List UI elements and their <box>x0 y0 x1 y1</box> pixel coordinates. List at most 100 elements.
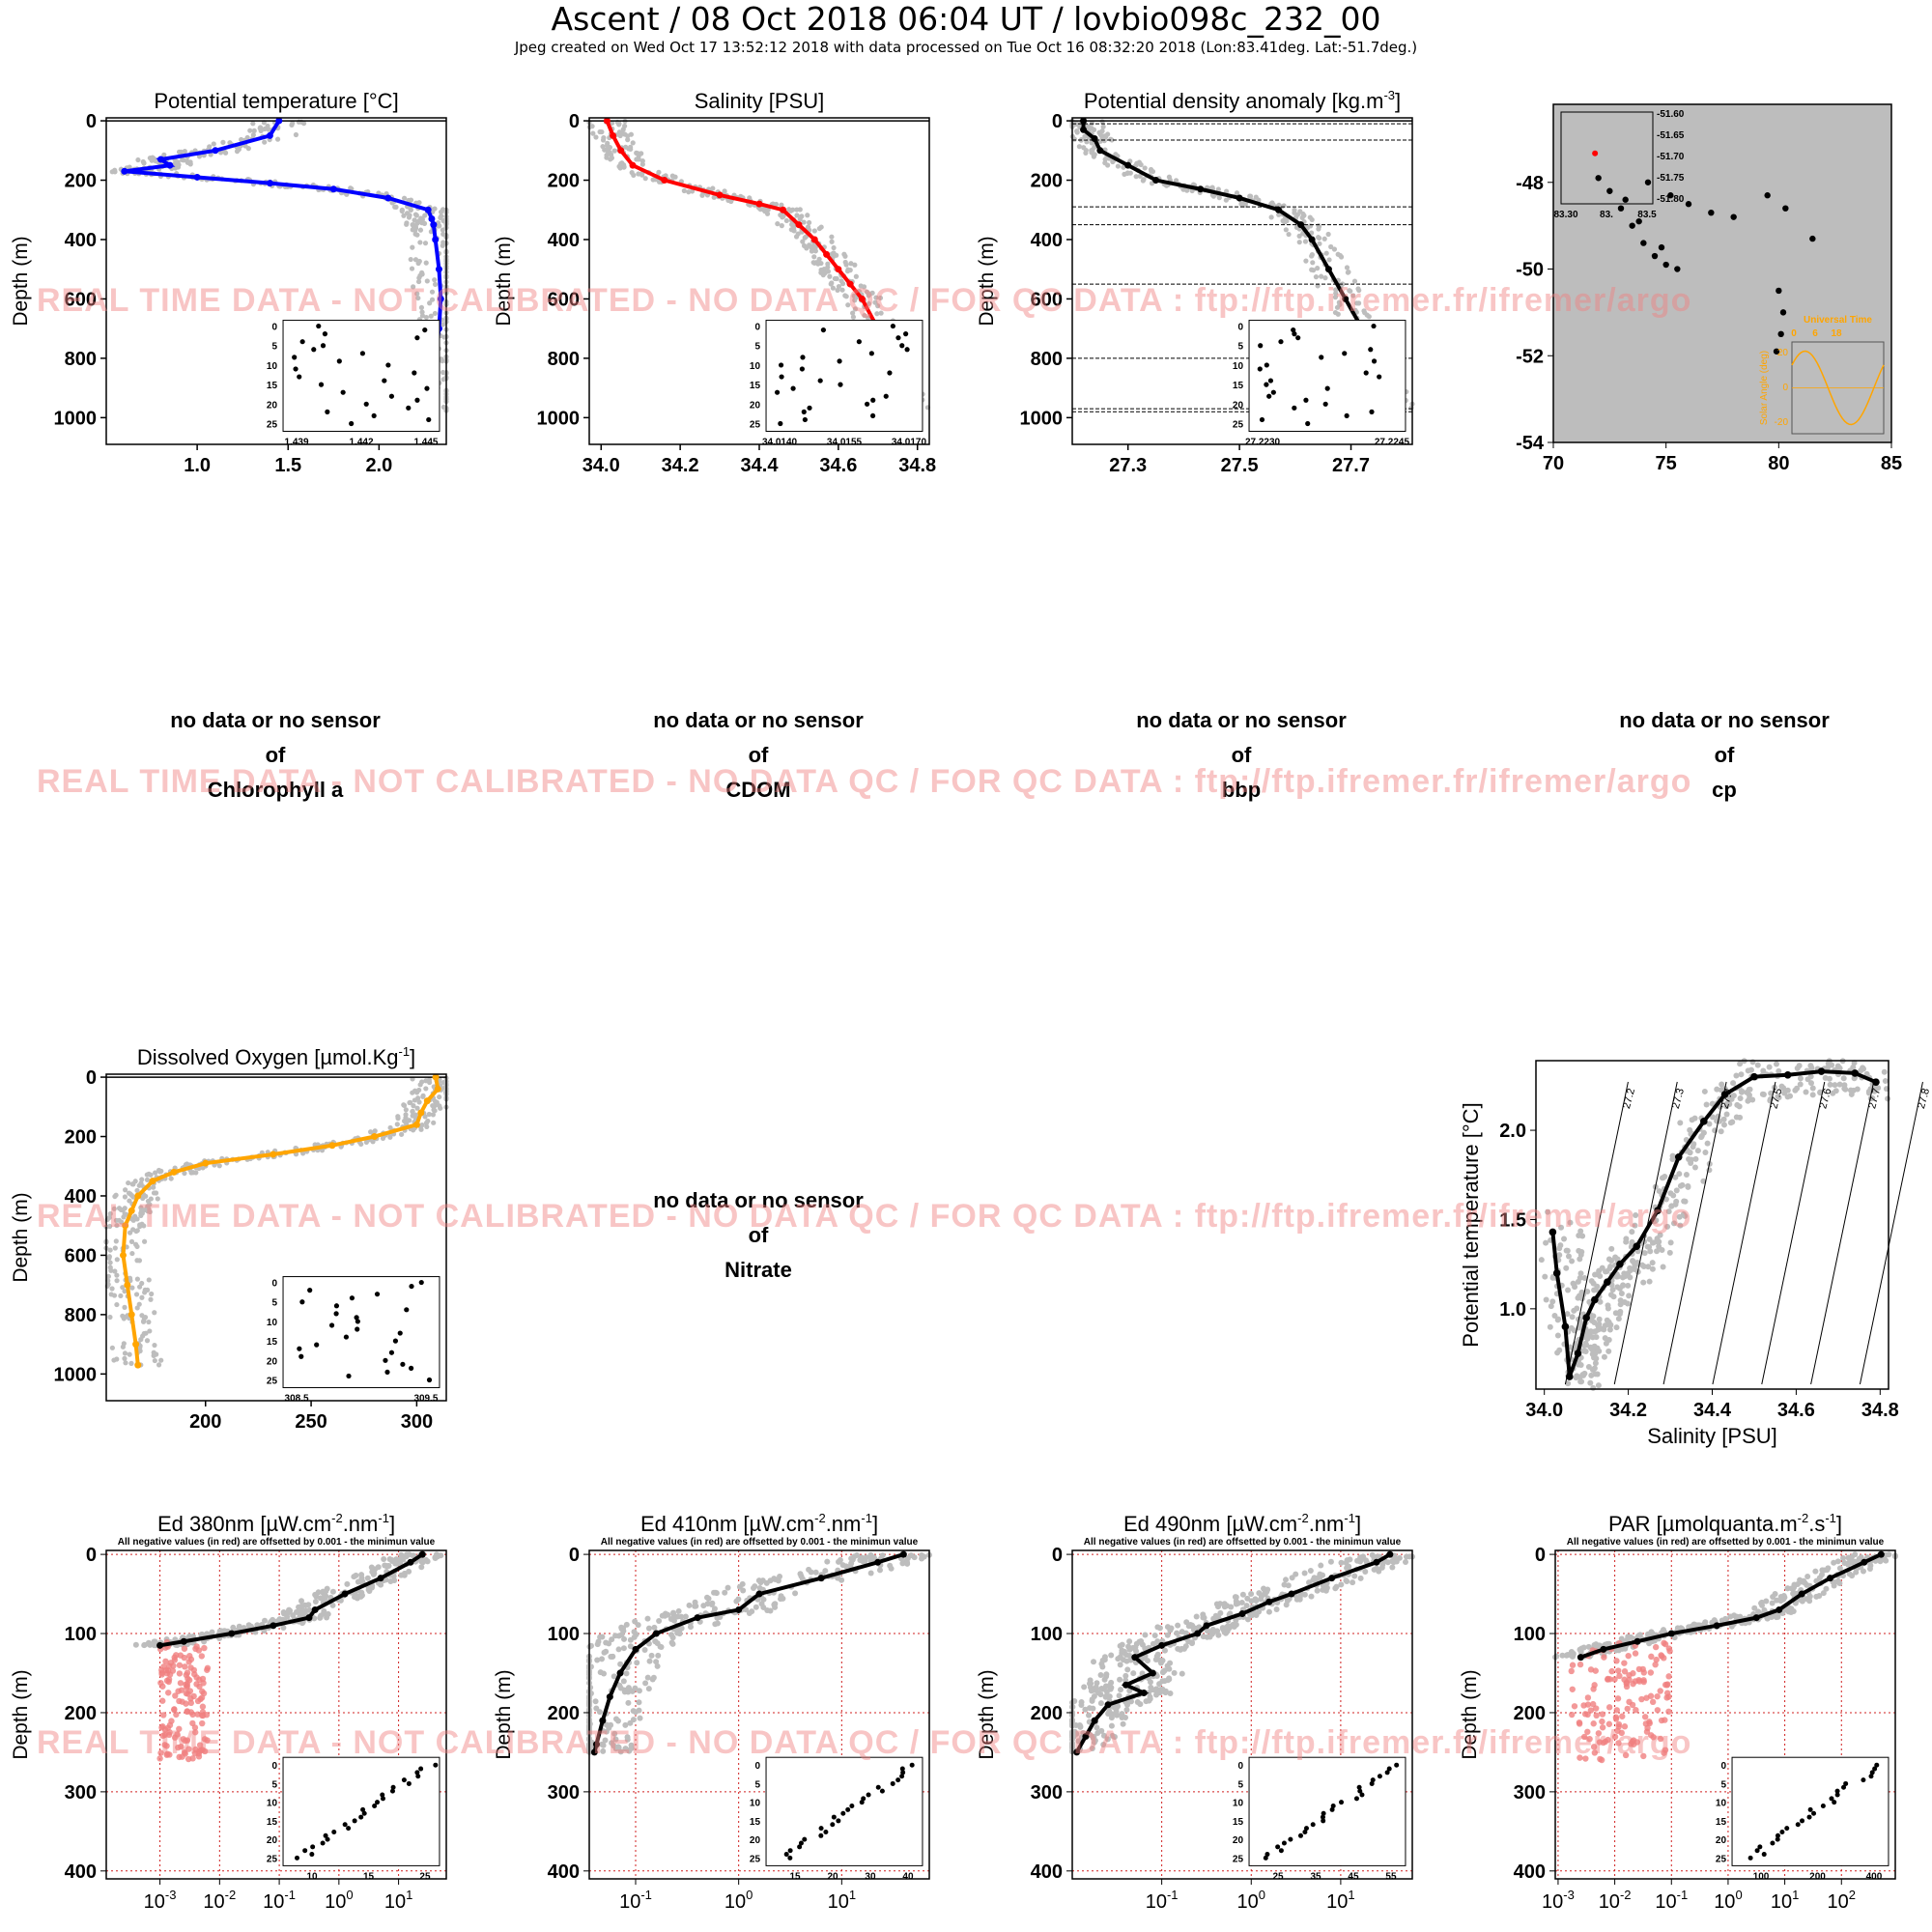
cloud-point <box>1164 1632 1171 1638</box>
inset-y-label: 0 <box>754 1761 760 1772</box>
cloud-point <box>630 1708 637 1715</box>
isopycnal-label: 27.2 <box>1621 1087 1637 1110</box>
inset-point <box>1784 1826 1790 1832</box>
cloud-point <box>793 234 800 240</box>
inset-x-label: 27.2230 <box>1245 437 1281 447</box>
series-point <box>418 1550 426 1558</box>
cloud-point <box>1314 1587 1321 1594</box>
inset-y-label: 0 <box>1720 1761 1726 1772</box>
negative-point <box>165 1690 172 1696</box>
cloud-point <box>1403 1558 1409 1565</box>
cloud-point <box>380 1135 386 1141</box>
cloud-point <box>1563 1264 1570 1271</box>
cloud-point <box>134 1305 140 1311</box>
isopycnal-line <box>1761 1081 1826 1385</box>
isopycnal-line <box>1662 1081 1727 1385</box>
cloud-point <box>1554 1332 1561 1339</box>
cloud-point <box>415 295 421 301</box>
inset-point <box>1369 409 1375 414</box>
cloud-point <box>1089 120 1095 127</box>
cloud-point <box>1766 1064 1773 1070</box>
track-point <box>1776 287 1782 295</box>
inset-point <box>299 339 305 345</box>
cloud-point <box>1234 190 1240 196</box>
cloud-point <box>1091 1659 1097 1665</box>
inset-x-label: 40 <box>902 1871 914 1882</box>
negative-point <box>187 1699 195 1707</box>
cloud-point <box>621 164 627 170</box>
cloud-point <box>622 1746 629 1752</box>
cloud-point <box>699 192 705 198</box>
cloud-point <box>1269 200 1275 206</box>
cloud-point <box>1665 1208 1672 1215</box>
cloud-point <box>337 1597 344 1604</box>
cloud-point <box>1281 1581 1288 1588</box>
inset-point <box>1275 1844 1281 1850</box>
cloud-point <box>1283 1602 1290 1608</box>
cloud-point <box>830 285 836 291</box>
inset-y-label: 15 <box>1716 1817 1727 1828</box>
cloud-point <box>1629 1229 1635 1236</box>
cloud-point <box>1796 1063 1803 1069</box>
cloud-point <box>1256 197 1262 203</box>
cloud-point <box>126 1179 131 1186</box>
cloud-point <box>265 123 270 129</box>
cloud-point <box>816 256 822 262</box>
cloud-point <box>109 1286 115 1292</box>
cloud-point <box>408 256 413 263</box>
cloud-point <box>1140 178 1146 184</box>
cloud-point <box>1670 1192 1677 1199</box>
cloud-point <box>1082 1706 1089 1713</box>
series-point <box>1574 1350 1582 1357</box>
series-point <box>661 177 668 185</box>
y-axis-label: Potential temperature [°C] <box>1459 1102 1483 1347</box>
cloud-point <box>1204 1634 1210 1640</box>
cloud-point <box>651 1624 658 1631</box>
inset-point <box>388 1350 395 1355</box>
cloud-point <box>112 1245 118 1251</box>
cloud-point <box>594 1657 601 1663</box>
cloud-point <box>1700 1129 1707 1136</box>
x-tick-label: 250 <box>295 1411 327 1433</box>
inset-point <box>392 1338 399 1344</box>
negative-point <box>1605 1704 1613 1711</box>
cloud-point <box>1715 1113 1721 1120</box>
cloud-point <box>151 1190 157 1196</box>
cloud-point <box>372 1128 378 1134</box>
negative-point <box>181 1748 188 1756</box>
cloud-point <box>1720 1122 1727 1128</box>
cloud-point <box>1166 1675 1173 1682</box>
inset-point <box>383 1357 388 1363</box>
cloud-point <box>625 133 631 139</box>
series-point <box>755 1590 763 1598</box>
series-point <box>435 266 442 273</box>
x-tick-label: 80 <box>1768 453 1789 474</box>
cloud-point <box>1760 1091 1767 1097</box>
inset-point <box>1264 382 1269 387</box>
cloud-point <box>1175 1622 1181 1629</box>
cloud-point <box>234 149 241 155</box>
cloud-point <box>827 273 833 279</box>
series-point <box>149 1178 156 1185</box>
cloud-point <box>142 1315 149 1321</box>
negative-point <box>1569 1711 1576 1719</box>
cloud-point <box>438 214 443 220</box>
inset-point <box>1319 355 1324 360</box>
track-point <box>1730 213 1737 220</box>
cloud-point <box>601 1649 608 1656</box>
inset-point <box>1377 374 1382 380</box>
negative-point <box>1666 1648 1673 1655</box>
x-tick-label: 101 <box>1326 1888 1354 1913</box>
inset-point <box>1281 1840 1287 1846</box>
cloud-point <box>401 195 408 201</box>
inset-y-label: 10 <box>1233 361 1244 372</box>
inset-point <box>426 416 432 423</box>
inset-point <box>899 1774 905 1779</box>
cloud-point <box>322 1596 328 1603</box>
nodata-chla: no data or no sensor of Chlorophyll a <box>170 708 381 802</box>
cloud-point <box>1846 1571 1853 1577</box>
cloud-point <box>122 1289 128 1294</box>
cloud-point <box>1609 1287 1616 1293</box>
